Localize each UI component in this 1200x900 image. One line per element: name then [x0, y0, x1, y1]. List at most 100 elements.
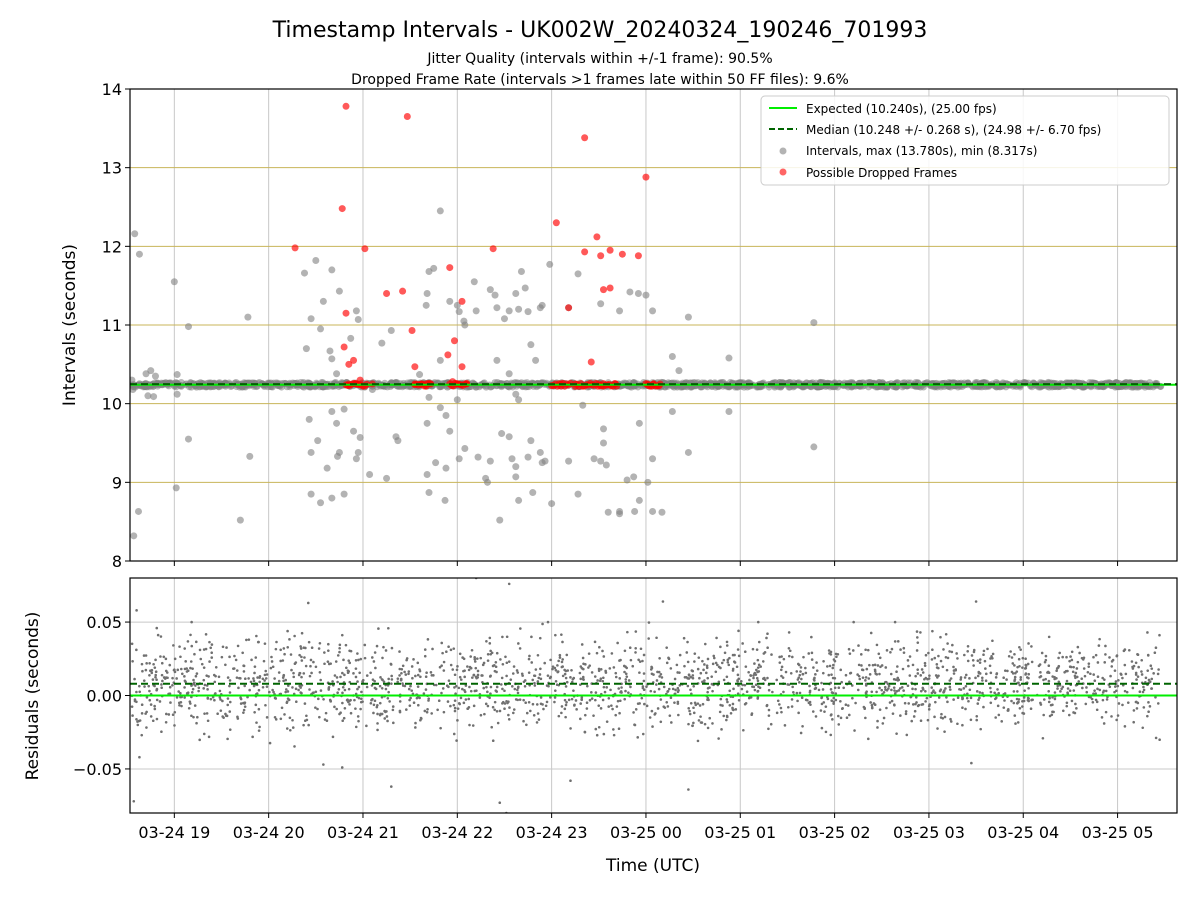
residual-point: [286, 645, 290, 649]
residual-point: [740, 687, 744, 691]
residual-point: [791, 655, 794, 659]
residual-point: [599, 677, 603, 681]
residual-point: [243, 684, 246, 688]
residual-point: [414, 726, 417, 729]
residual-point: [341, 701, 344, 705]
x-tick-label: 03-25 01: [704, 823, 776, 842]
residual-point: [966, 692, 969, 696]
residual-point: [974, 600, 978, 603]
residual-point: [1055, 669, 1058, 673]
interval-point: [328, 494, 336, 502]
residual-point: [602, 732, 606, 736]
residual-point: [937, 666, 940, 670]
residual-point: [581, 656, 585, 660]
residual-point: [297, 688, 300, 692]
residual-point: [628, 646, 632, 649]
residual-point: [375, 705, 379, 709]
residual-point: [602, 676, 605, 680]
residual-point: [459, 678, 463, 681]
residual-point: [640, 696, 644, 700]
residual-point: [1153, 651, 1157, 654]
residual-point: [876, 719, 879, 723]
residual-point: [144, 654, 148, 657]
residual-point: [411, 692, 415, 696]
residual-point: [217, 675, 221, 679]
residual-point: [618, 711, 621, 715]
residual-point: [1135, 678, 1138, 681]
residual-point: [458, 702, 462, 706]
residual-point: [476, 669, 480, 673]
residual-point: [357, 719, 360, 723]
residual-point: [468, 685, 471, 689]
residual-point: [1136, 675, 1140, 678]
residual-point: [539, 677, 543, 681]
residual-point: [323, 651, 326, 654]
residual-point: [830, 673, 833, 676]
residual-point: [183, 686, 186, 689]
residual-point: [665, 646, 668, 649]
residual-point: [802, 655, 805, 659]
residual-point: [1064, 669, 1068, 673]
residual-point: [159, 635, 163, 638]
residual-point: [434, 683, 438, 687]
residual-point: [660, 676, 664, 679]
residual-point: [1115, 718, 1118, 722]
residual-point: [586, 684, 589, 688]
top-y-tick-label: 11: [102, 316, 122, 335]
interval-point: [352, 455, 360, 463]
residual-point: [390, 674, 393, 678]
x-tick-label: 03-24 19: [138, 823, 210, 842]
residual-point: [501, 687, 504, 691]
residual-point: [489, 652, 492, 656]
residual-point: [1098, 637, 1101, 641]
residual-point: [308, 688, 311, 691]
residual-point: [247, 677, 250, 680]
residual-point: [964, 707, 967, 711]
residual-point: [626, 630, 629, 634]
residual-point: [405, 708, 408, 711]
residual-point: [757, 685, 760, 688]
residual-point: [854, 701, 857, 705]
residual-point: [556, 670, 560, 673]
residual-point: [326, 660, 330, 663]
residual-point: [637, 658, 640, 662]
residual-point: [309, 664, 312, 668]
residual-point: [336, 680, 339, 684]
residual-point: [966, 659, 970, 663]
interval-point: [333, 370, 341, 378]
residual-point: [618, 677, 622, 680]
residual-point: [538, 673, 542, 676]
residual-point: [342, 716, 346, 720]
residual-point: [289, 653, 293, 656]
dropped-frame-point: [356, 376, 364, 384]
residual-point: [1150, 677, 1154, 681]
interval-point: [493, 356, 501, 364]
residual-point: [557, 714, 561, 718]
residual-point: [159, 655, 162, 658]
residual-point: [737, 629, 740, 633]
residual-point: [133, 699, 137, 703]
residual-point: [725, 698, 729, 701]
residual-point: [961, 706, 964, 710]
residual-point: [956, 722, 959, 726]
residual-point: [1030, 645, 1033, 648]
residual-point: [1069, 665, 1073, 669]
residual-point: [403, 670, 406, 674]
residual-point: [310, 671, 313, 675]
residual-point: [248, 688, 251, 692]
residual-point: [152, 662, 155, 666]
residual-point: [714, 661, 718, 665]
residual-point: [1077, 680, 1081, 683]
residual-point: [661, 600, 665, 603]
residual-point: [981, 691, 984, 695]
interval-point: [493, 304, 501, 312]
residual-point: [710, 675, 714, 678]
residual-point: [867, 677, 871, 680]
interval-point: [347, 334, 355, 342]
residual-point: [1092, 673, 1096, 676]
residual-point: [662, 705, 666, 708]
residual-point: [779, 668, 783, 672]
residual-point: [132, 799, 136, 803]
residual-point: [876, 664, 880, 667]
